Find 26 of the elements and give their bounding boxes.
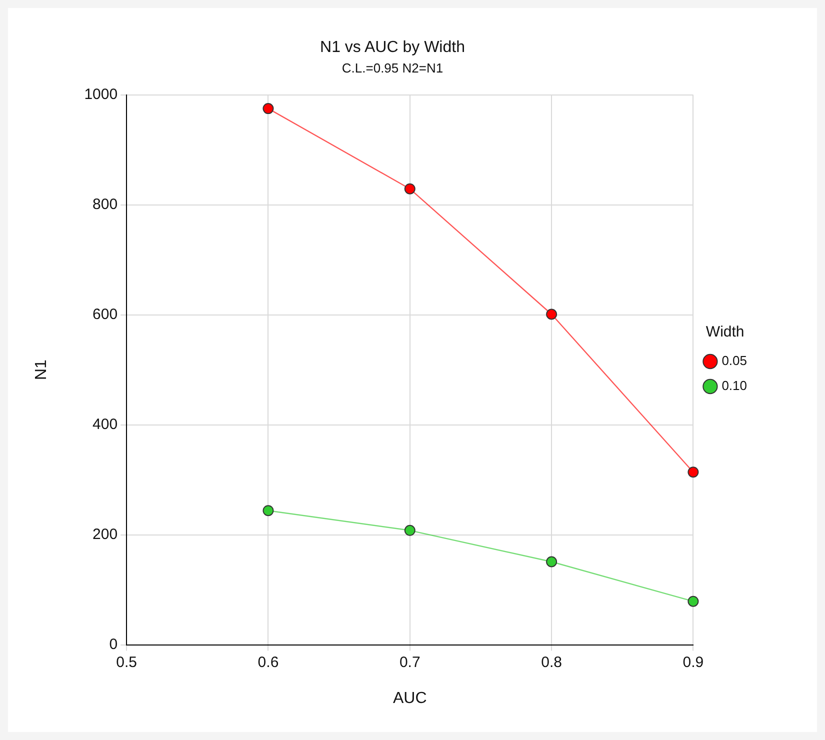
x-tick-label: 0.8 bbox=[541, 654, 562, 671]
point bbox=[546, 308, 558, 320]
x-axis-title: AUC bbox=[392, 690, 427, 707]
y-tick-label: 0 bbox=[109, 636, 118, 653]
chart-subtitle: C.L.=0.95 N2=N1 bbox=[342, 60, 444, 76]
legend-title: Width bbox=[706, 324, 744, 341]
x-tick-label: 0.7 bbox=[399, 654, 420, 671]
y-tick-label: 400 bbox=[92, 416, 118, 433]
point bbox=[404, 524, 416, 536]
y-tick-label: 1000 bbox=[84, 86, 118, 103]
x-tick-label: 0.9 bbox=[682, 654, 704, 671]
y-tick-label: 200 bbox=[92, 526, 118, 543]
point bbox=[262, 103, 274, 114]
point bbox=[404, 183, 416, 194]
point bbox=[688, 466, 699, 478]
legend-label: 0.05 bbox=[722, 353, 748, 368]
x-tick-label: 0.5 bbox=[116, 654, 137, 671]
point bbox=[262, 505, 274, 516]
y-axis-title: N1 bbox=[33, 359, 50, 380]
x-tick-label: 0.6 bbox=[258, 654, 279, 671]
y-tick-label: 800 bbox=[92, 196, 118, 213]
y-tick-label: 600 bbox=[92, 306, 118, 323]
chart-title: N1 vs AUC by Width bbox=[320, 39, 465, 56]
point bbox=[546, 556, 558, 568]
legend-label: 0.10 bbox=[722, 378, 748, 394]
point bbox=[688, 596, 699, 607]
